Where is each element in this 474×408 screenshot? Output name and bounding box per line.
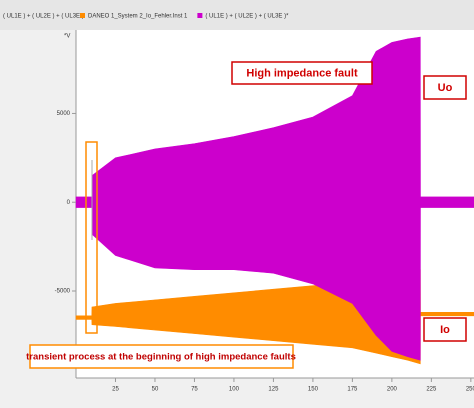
annotation: Io: [440, 324, 450, 336]
annotation-box: [423, 75, 467, 100]
y-tick-label: 0: [67, 200, 71, 206]
x-axis-panel: [76, 378, 474, 408]
annotation: transient process at the beginning of hi…: [26, 352, 296, 363]
annotation: High impedance fault: [246, 67, 358, 79]
y-tick-label: -5000: [55, 289, 71, 295]
legend-label: DANEO 1_System 2_Io_Fehler.Inst 1: [88, 14, 188, 20]
x-tick-label: 125: [268, 387, 279, 393]
legend-swatch: [80, 13, 85, 18]
legend-label: ( UL1E ) + ( UL2E ) + ( UL3E )*: [205, 14, 289, 20]
y-tick-label: 5000: [57, 111, 71, 117]
annotation-box: [423, 317, 467, 342]
legend-bar: [0, 0, 474, 30]
transient-box: [85, 141, 98, 334]
x-tick-label: 100: [229, 387, 240, 393]
x-tick-label: 200: [387, 387, 398, 393]
x-tick-label: 225: [426, 387, 437, 393]
legend-label: ( UL1E ) + ( UL2E ) + ( UL3E ): [3, 14, 84, 20]
x-tick-label: 150: [308, 387, 319, 393]
x-tick-label: 75: [191, 387, 198, 393]
x-tick-label: 25: [112, 387, 119, 393]
annotation-box: [29, 344, 294, 369]
x-tick-label: 250: [466, 387, 474, 393]
annotation-box: [231, 61, 373, 85]
y-unit: *V: [64, 34, 70, 40]
x-tick-label: 50: [152, 387, 159, 393]
signal-band: [75, 36, 474, 361]
annotation: Uo: [438, 82, 453, 94]
x-tick-label: 175: [347, 387, 358, 393]
legend-swatch: [197, 13, 203, 18]
